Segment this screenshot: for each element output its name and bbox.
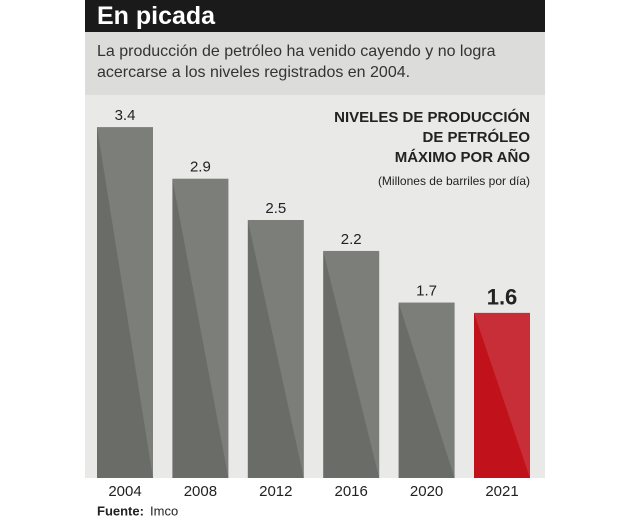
value-label: 1.7	[416, 283, 437, 300]
unit-label: (Millones de barriles por día)	[378, 174, 530, 188]
bar	[323, 250, 380, 478]
value-label: 2.5	[265, 200, 286, 217]
x-tick-label: 2020	[410, 483, 443, 500]
plot-background	[85, 95, 545, 478]
bar-shade	[97, 127, 153, 479]
bar	[247, 220, 304, 478]
bar-shade	[323, 250, 380, 478]
x-tick-label: 2012	[259, 483, 292, 500]
x-tick-label: 2016	[335, 483, 368, 500]
value-label: 1.6	[487, 285, 518, 310]
bar-shade	[474, 312, 530, 478]
chart-title: En picada	[85, 0, 545, 32]
legend-title: MÁXIMO POR AÑO	[395, 148, 531, 166]
bar	[172, 178, 229, 478]
bar	[97, 127, 153, 479]
bar-shade	[398, 302, 455, 478]
value-label: 3.4	[115, 107, 136, 124]
x-tick-label: 2008	[184, 483, 217, 500]
source: Imco	[150, 503, 178, 518]
legend-title: NIVELES DE PRODUCCIÓN	[334, 108, 530, 126]
bar-shade	[247, 220, 304, 478]
x-tick-label: 2021	[485, 483, 518, 500]
value-label: 2.2	[341, 231, 362, 248]
bar	[398, 302, 455, 478]
bar	[474, 312, 530, 478]
x-tick-label: 2004	[108, 483, 141, 500]
legend-title: DE PETRÓLEO	[422, 128, 530, 146]
source-label: Fuente:	[97, 503, 144, 518]
chart-subtitle: La producción de petróleo ha venido caye…	[85, 32, 545, 95]
value-label: 2.9	[190, 159, 211, 176]
bar-shade	[172, 178, 229, 478]
